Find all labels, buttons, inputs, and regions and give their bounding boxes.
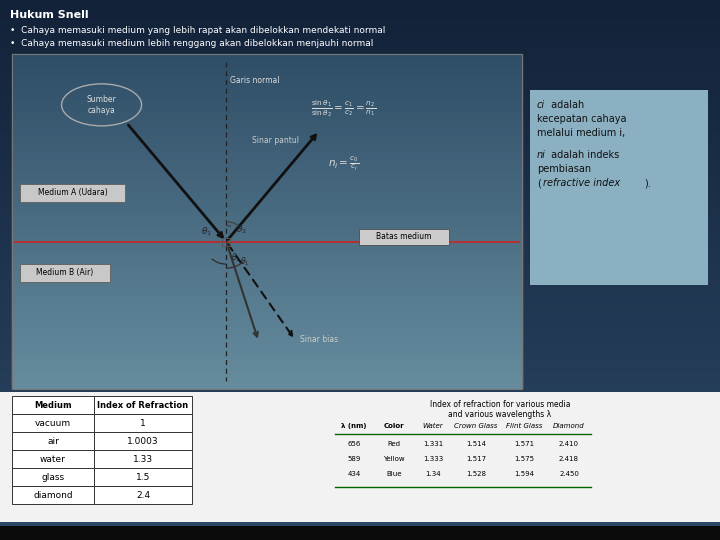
Text: 656: 656 bbox=[347, 441, 361, 447]
Text: 1: 1 bbox=[140, 418, 146, 428]
Text: (: ( bbox=[537, 178, 541, 188]
Text: Sinar pantul: Sinar pantul bbox=[253, 136, 300, 145]
Text: 2.450: 2.450 bbox=[559, 471, 579, 477]
Text: 1.5: 1.5 bbox=[136, 472, 150, 482]
Text: 1.571: 1.571 bbox=[514, 441, 534, 447]
Text: 1.528: 1.528 bbox=[466, 471, 486, 477]
Text: •  Cahaya memasuki medium yang lebih rapat akan dibelokkan mendekati normal: • Cahaya memasuki medium yang lebih rapa… bbox=[10, 26, 385, 35]
Bar bbox=[94, 468, 192, 486]
Text: 1.331: 1.331 bbox=[423, 441, 443, 447]
Bar bbox=[12, 396, 94, 414]
Text: Index of refraction for various media
and various wavelengths λ: Index of refraction for various media an… bbox=[430, 400, 570, 420]
Bar bbox=[94, 486, 192, 504]
Text: λ (nm): λ (nm) bbox=[341, 423, 366, 429]
Text: $\theta_1$: $\theta_1$ bbox=[201, 225, 212, 238]
Text: Hukum Snell: Hukum Snell bbox=[10, 10, 89, 20]
Bar bbox=[12, 432, 94, 450]
Text: 1.575: 1.575 bbox=[514, 456, 534, 462]
Text: air: air bbox=[47, 436, 59, 446]
Text: Medium: Medium bbox=[34, 401, 72, 409]
Text: Yellow: Yellow bbox=[383, 456, 405, 462]
Text: $\frac{\sin\theta_1}{\sin\theta_2} = \frac{c_1}{c_2} = \frac{n_2}{n_1}$: $\frac{\sin\theta_1}{\sin\theta_2} = \fr… bbox=[311, 98, 376, 119]
Text: Color: Color bbox=[384, 423, 405, 429]
Text: adalah: adalah bbox=[548, 100, 584, 110]
Text: diamond: diamond bbox=[33, 490, 73, 500]
Text: 1.514: 1.514 bbox=[466, 441, 486, 447]
Text: pembiasan: pembiasan bbox=[537, 164, 591, 174]
Text: 589: 589 bbox=[347, 456, 361, 462]
Text: 1.594: 1.594 bbox=[514, 471, 534, 477]
Text: water: water bbox=[40, 455, 66, 463]
Text: Batas medium: Batas medium bbox=[376, 232, 431, 241]
Bar bbox=[12, 486, 94, 504]
Text: •  Cahaya memasuki medium lebih renggang akan dibelokkan menjauhi normal: • Cahaya memasuki medium lebih renggang … bbox=[10, 39, 374, 48]
Bar bbox=[0, 526, 720, 540]
Bar bbox=[530, 90, 708, 285]
Text: Blue: Blue bbox=[386, 471, 402, 477]
Text: 2.4: 2.4 bbox=[136, 490, 150, 500]
Text: ni: ni bbox=[537, 150, 546, 160]
Bar bbox=[20, 264, 110, 281]
Text: $\theta_2$: $\theta_2$ bbox=[235, 224, 247, 236]
Bar bbox=[222, 238, 230, 246]
Text: adalah indeks: adalah indeks bbox=[548, 150, 619, 160]
Bar bbox=[94, 396, 192, 414]
Text: Medium B (Air): Medium B (Air) bbox=[37, 268, 94, 277]
Text: 2.418: 2.418 bbox=[559, 456, 579, 462]
Text: refractive index: refractive index bbox=[543, 178, 620, 188]
Bar bbox=[94, 450, 192, 468]
Text: 1.0003: 1.0003 bbox=[127, 436, 159, 446]
Text: kecepatan cahaya: kecepatan cahaya bbox=[537, 114, 626, 124]
Bar bbox=[12, 468, 94, 486]
Bar bbox=[94, 414, 192, 432]
Text: Flint Glass: Flint Glass bbox=[506, 423, 542, 429]
Bar bbox=[20, 184, 125, 201]
Bar bbox=[359, 228, 449, 245]
Bar bbox=[12, 414, 94, 432]
Text: 1.34: 1.34 bbox=[426, 471, 441, 477]
Text: Diamond: Diamond bbox=[553, 423, 585, 429]
Text: ).: ). bbox=[644, 178, 651, 188]
Text: $\theta_2$: $\theta_2$ bbox=[231, 251, 240, 264]
Text: Garis normal: Garis normal bbox=[230, 76, 279, 85]
Text: Water: Water bbox=[423, 423, 444, 429]
Bar bbox=[0, 392, 720, 522]
Text: Red: Red bbox=[387, 441, 400, 447]
Text: ci: ci bbox=[537, 100, 545, 110]
Text: Sumber
cahaya: Sumber cahaya bbox=[86, 95, 117, 114]
Text: vacuum: vacuum bbox=[35, 418, 71, 428]
Text: 2.410: 2.410 bbox=[559, 441, 579, 447]
Text: 1.33: 1.33 bbox=[133, 455, 153, 463]
Text: $n_i = \frac{c_0}{c_i}$: $n_i = \frac{c_0}{c_i}$ bbox=[328, 155, 359, 173]
Text: melalui medium i,: melalui medium i, bbox=[537, 128, 625, 138]
Text: $\theta_1$: $\theta_1$ bbox=[240, 255, 250, 268]
Text: 434: 434 bbox=[347, 471, 361, 477]
Text: glass: glass bbox=[42, 472, 65, 482]
Text: Sinar bias: Sinar bias bbox=[300, 335, 338, 345]
Bar bbox=[12, 54, 522, 389]
Text: Medium A (Udara): Medium A (Udara) bbox=[37, 188, 107, 197]
Text: 1.517: 1.517 bbox=[466, 456, 486, 462]
Text: Crown Glass: Crown Glass bbox=[454, 423, 498, 429]
Text: Index of Refraction: Index of Refraction bbox=[97, 401, 189, 409]
Bar bbox=[94, 432, 192, 450]
Text: 1.333: 1.333 bbox=[423, 456, 443, 462]
Bar bbox=[12, 450, 94, 468]
